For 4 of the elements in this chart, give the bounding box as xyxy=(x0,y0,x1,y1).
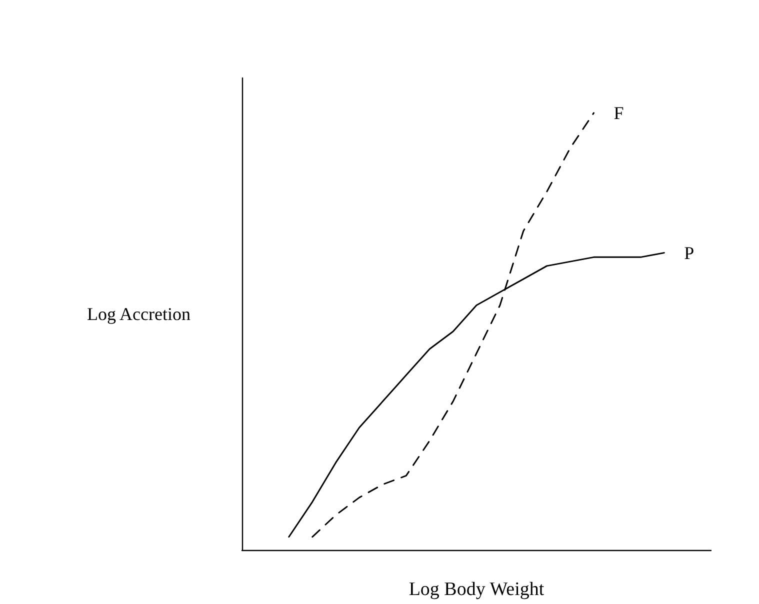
x-axis-title: Log Body Weight xyxy=(408,579,545,600)
series-label: F xyxy=(614,102,624,123)
series-label: P xyxy=(684,242,694,263)
y-axis-title: Log Accretion xyxy=(87,304,190,324)
